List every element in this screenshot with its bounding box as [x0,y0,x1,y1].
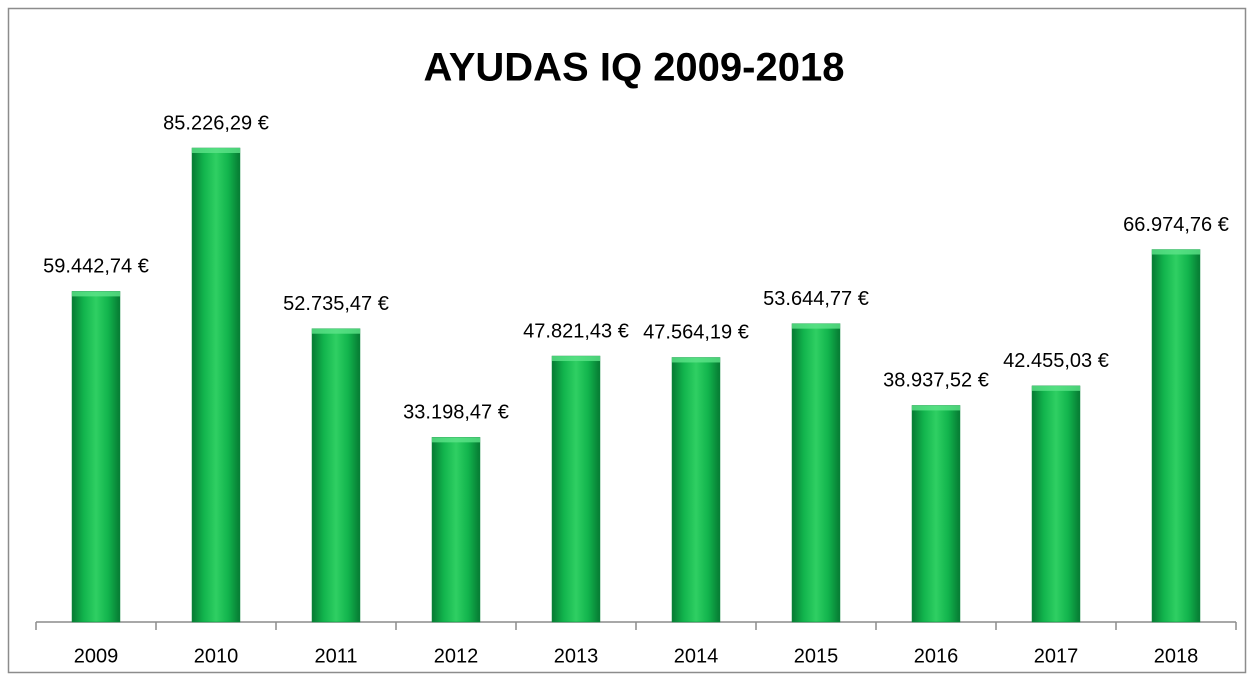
value-label: 52.735,47 € [283,293,389,315]
x-tick-label: 2016 [914,645,959,667]
x-tick-label: 2010 [194,645,239,667]
x-tick-label: 2009 [74,645,119,667]
bar [311,328,361,623]
bar [71,291,121,623]
value-label: 53.644,77 € [763,288,869,310]
value-label: 47.564,19 € [643,322,749,344]
value-label: 47.821,43 € [523,320,629,342]
bar [431,437,481,623]
bar-cap [192,148,240,153]
bar-cap [432,437,480,443]
x-tick-label: 2011 [314,645,357,667]
value-label: 42.455,03 € [1003,350,1109,372]
bar-cap [792,323,840,329]
bar-cap [672,357,720,363]
bar [191,147,241,623]
bar-cap [552,356,600,362]
bar-cap [72,291,120,297]
x-tick-label: 2012 [434,645,479,667]
bar-cap [1032,385,1080,391]
x-tick-label: 2017 [1034,645,1079,667]
x-tick-label: 2015 [794,645,839,667]
value-label: 33.198,47 € [403,402,509,424]
bar [911,405,961,623]
value-label: 38.937,52 € [883,370,989,392]
bar [551,355,601,623]
bar [791,323,841,623]
bar-cap [312,328,360,334]
bar [1031,385,1081,623]
x-tick-label: 2014 [674,645,719,667]
bar [1151,249,1201,623]
bar-cap [912,405,960,411]
x-tick-label: 2018 [1154,645,1199,667]
x-tick-label: 2013 [554,645,599,667]
chart-title: AYUDAS IQ 2009-2018 [424,46,845,90]
value-label: 66.974,76 € [1123,214,1229,236]
bar [671,357,721,623]
bar-cap [1152,249,1200,255]
value-label: 59.442,74 € [43,256,149,278]
value-label: 85.226,29 € [163,112,269,134]
